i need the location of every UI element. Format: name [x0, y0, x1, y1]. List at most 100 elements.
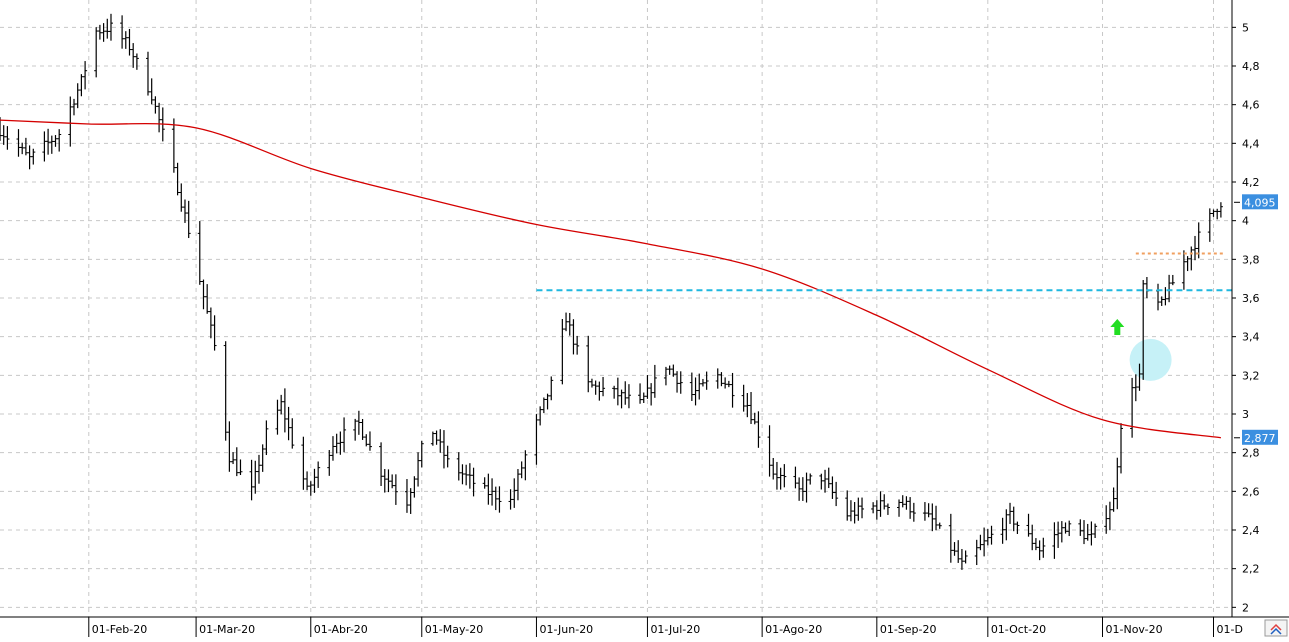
price-bar [179, 183, 184, 212]
price-bar [441, 430, 446, 469]
price-bar [974, 539, 979, 566]
price-bar [49, 135, 54, 154]
price-bar [900, 495, 905, 508]
price-bar [897, 499, 902, 517]
price-bar [460, 464, 465, 485]
price-bar [978, 534, 983, 551]
price-bar [693, 377, 698, 406]
price-bar [342, 417, 347, 453]
price-bar [871, 502, 876, 514]
price-bar [53, 135, 58, 147]
price-bar [601, 376, 606, 397]
price-bar [564, 312, 569, 332]
price-bar [182, 199, 187, 223]
price-bar [1056, 521, 1061, 548]
price-bar [412, 476, 417, 498]
price-bar [567, 312, 572, 336]
x-tick-label: 01-Ago-20 [765, 623, 822, 636]
price-bar [1000, 517, 1005, 544]
price-bar [885, 503, 890, 515]
price-bar [704, 371, 709, 390]
price-bar [834, 481, 839, 507]
price-bar [908, 497, 913, 519]
price-bar [1111, 487, 1116, 512]
price-bar [930, 503, 935, 532]
price-bar [197, 221, 202, 285]
price-bar [367, 431, 372, 451]
price-bar [1215, 208, 1220, 220]
price-bar [330, 436, 335, 461]
price-bar [327, 450, 332, 476]
last-price-label: 4,095 [1244, 196, 1276, 209]
price-tags: 4,095 2,877 [1234, 194, 1278, 445]
price-bar [652, 364, 657, 398]
price-bar [404, 479, 409, 513]
price-bar [963, 550, 968, 564]
x-tick-label: 01-Nov-20 [1106, 623, 1163, 636]
price-bar [1163, 287, 1168, 306]
y-tick-label: 5 [1242, 21, 1249, 34]
price-bar [623, 381, 628, 405]
scroll-icon[interactable] [1264, 619, 1288, 637]
y-tick-label: 2,8 [1242, 447, 1260, 460]
price-bar [534, 414, 539, 465]
price-bar [1078, 519, 1083, 536]
price-bar [730, 372, 735, 408]
price-bar [541, 397, 546, 414]
price-bar [741, 384, 746, 412]
price-bar [515, 469, 520, 501]
price-bar [1170, 274, 1175, 286]
price-bar [127, 28, 132, 56]
price-bar [157, 102, 162, 133]
price-bar [641, 392, 646, 403]
price-bar [5, 126, 10, 150]
price-bar [105, 18, 110, 39]
price-bar [471, 467, 476, 497]
price-bar [430, 431, 435, 446]
x-tick-label: 01-D [1217, 623, 1243, 636]
price-bar [1133, 374, 1138, 402]
price-bar [952, 542, 957, 556]
price-bar [223, 341, 228, 441]
price-bar [911, 502, 916, 522]
price-bar [16, 129, 21, 157]
price-bar [1089, 521, 1094, 546]
price-bar [645, 375, 650, 399]
price-bar [1030, 524, 1035, 551]
price-bar [1107, 501, 1112, 531]
price-bar [619, 389, 624, 409]
price-bar [571, 319, 576, 355]
price-bar [23, 137, 28, 156]
price-bar [149, 78, 154, 105]
price-bar [1, 125, 6, 145]
price-bar [175, 162, 180, 196]
price-bar [663, 366, 668, 386]
price-bar [819, 473, 824, 490]
price-bar [1052, 522, 1057, 559]
price-bar [31, 148, 36, 165]
price-bar [1196, 222, 1201, 259]
price-bar [305, 471, 310, 491]
price-bar [860, 497, 865, 519]
price-bar [512, 478, 517, 508]
price-bar [848, 500, 853, 522]
price-bar [560, 319, 565, 385]
price-bar [989, 525, 994, 545]
price-bar [1082, 520, 1087, 545]
price-bar [467, 463, 472, 489]
x-tick-label: 01-May-20 [425, 623, 483, 636]
price-bar [1063, 522, 1068, 534]
price-bar [778, 467, 783, 490]
price-bar [386, 469, 391, 493]
price-bar [671, 364, 676, 377]
price-bar [1181, 250, 1186, 290]
price-bar [538, 406, 543, 426]
price-bar [434, 430, 439, 445]
price-bar [771, 457, 776, 480]
price-bar [723, 377, 728, 389]
price-bar [312, 468, 317, 493]
price-bar [549, 376, 554, 401]
price-bar [874, 500, 879, 520]
